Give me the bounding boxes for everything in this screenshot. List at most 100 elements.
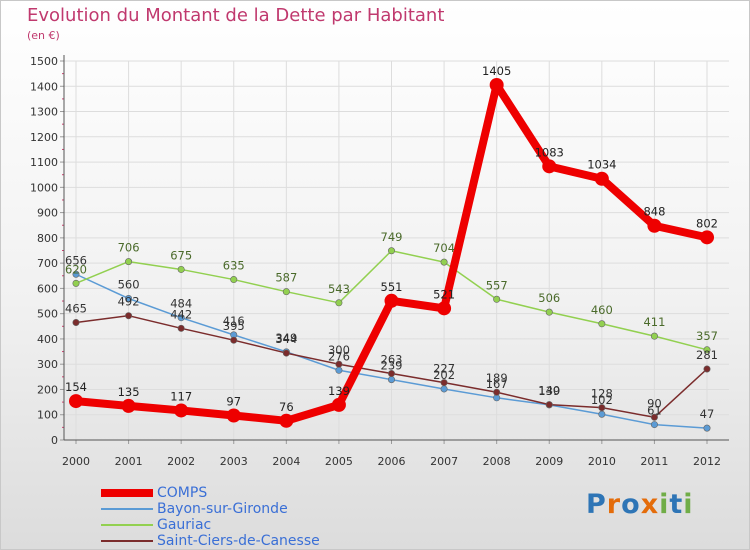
data-label: 635 — [223, 259, 245, 273]
data-label: 1405 — [482, 64, 511, 78]
data-point — [279, 413, 294, 428]
data-point — [331, 397, 346, 412]
data-point — [493, 388, 501, 396]
data-point — [545, 308, 553, 316]
data-label: 140 — [538, 384, 560, 398]
data-label: 102 — [591, 393, 613, 407]
data-point — [700, 230, 714, 245]
x-tick-label: 2012 — [693, 455, 721, 468]
data-label: 139 — [328, 384, 350, 398]
y-tick-labels: 0 100 200 300 400 500 600 700 800 900 1000 1100 1200… — [30, 55, 58, 447]
data-label: 442 — [170, 307, 192, 321]
data-point — [440, 258, 448, 266]
data-label: 128 — [591, 387, 613, 401]
x-tick-label: 2010 — [588, 455, 616, 468]
logo-letter: r — [606, 489, 622, 520]
data-point — [647, 218, 662, 233]
data-label: 167 — [486, 377, 508, 391]
x-tick-label: 2000 — [62, 455, 90, 468]
data-label: 227 — [433, 362, 455, 376]
data-label: 90 — [647, 396, 662, 410]
data-label: 560 — [118, 278, 140, 292]
data-point — [387, 376, 395, 384]
data-point — [650, 413, 658, 421]
axes — [60, 55, 729, 444]
data-label: 395 — [223, 319, 245, 333]
data-label: 521 — [433, 287, 455, 301]
y-tick-label: 1100 — [30, 156, 58, 169]
x-tick-label: 2008 — [483, 455, 511, 468]
x-tick-label: 2001 — [115, 455, 143, 468]
data-point — [230, 336, 238, 344]
data-label: 276 — [328, 349, 350, 363]
data-label: 749 — [381, 230, 403, 244]
data-point — [437, 301, 452, 316]
y-tick-label: 1200 — [30, 131, 58, 144]
data-label: 76 — [279, 400, 294, 414]
y-tick-label: 1500 — [30, 55, 58, 68]
data-label: 704 — [433, 241, 455, 255]
logo-letter: i — [659, 489, 670, 520]
data-label: 97 — [226, 394, 241, 408]
data-point — [282, 288, 290, 296]
x-tick-label: 2004 — [272, 455, 300, 468]
data-point — [440, 379, 448, 387]
data-point — [335, 360, 343, 368]
data-label: 1034 — [587, 158, 616, 172]
y-tick-label: 0 — [51, 434, 58, 447]
data-label: 848 — [643, 205, 665, 219]
grid-lines — [64, 60, 729, 441]
legend-swatch — [101, 540, 153, 542]
data-label: 61 — [647, 404, 662, 418]
data-point — [493, 295, 501, 303]
x-tick-label: 2006 — [378, 455, 406, 468]
data-label: 492 — [118, 295, 140, 309]
x-tick-labels: 2000 2001 2002 2003 2004 2005 2006 2007 2008 2009… — [62, 455, 721, 468]
logo-letter: P — [586, 489, 607, 520]
data-point — [226, 408, 241, 423]
data-point — [650, 421, 658, 429]
data-point — [489, 78, 504, 93]
x-tick-label: 2011 — [640, 455, 668, 468]
data-point — [650, 332, 658, 340]
legend-swatch — [101, 508, 153, 510]
data-label: 484 — [170, 297, 192, 311]
data-point — [703, 424, 711, 432]
data-label: 139 — [538, 384, 560, 398]
data-point — [72, 270, 80, 278]
data-label: 460 — [591, 303, 613, 317]
data-point — [230, 276, 238, 284]
data-label: 117 — [170, 389, 192, 403]
x-tick-label: 2002 — [167, 455, 195, 468]
y-tick-label: 700 — [37, 257, 58, 270]
x-tick-label: 2009 — [535, 455, 563, 468]
legend-label: Gauriac — [157, 517, 212, 533]
data-point — [335, 366, 343, 374]
data-point — [440, 385, 448, 393]
y-tick-label: 1300 — [30, 106, 58, 119]
data-label: 551 — [381, 280, 403, 294]
y-tick-label: 300 — [37, 358, 58, 371]
data-point — [125, 258, 133, 266]
chart-title: Evolution du Montant de la Dette par Hab… — [27, 5, 445, 26]
data-point — [387, 247, 395, 255]
logo-letter: i — [683, 489, 694, 520]
data-point — [598, 410, 606, 418]
series-lines — [69, 78, 714, 432]
data-label: 656 — [65, 253, 87, 267]
data-point — [72, 279, 80, 287]
data-point — [545, 401, 553, 409]
data-label: 281 — [696, 348, 718, 362]
data-point — [121, 398, 136, 413]
y-tick-label: 800 — [37, 232, 58, 245]
data-label: 706 — [118, 241, 140, 255]
legend-label: COMPS — [157, 485, 208, 501]
data-point — [598, 404, 606, 412]
data-label: 557 — [486, 278, 508, 292]
data-point — [542, 159, 557, 174]
data-label: 1083 — [535, 145, 564, 159]
data-point — [598, 320, 606, 328]
data-labels: 656 560 484 416 349 276 239 202 167 139 102 61 47 620… — [65, 64, 718, 421]
y-tick-label: 100 — [37, 409, 58, 422]
